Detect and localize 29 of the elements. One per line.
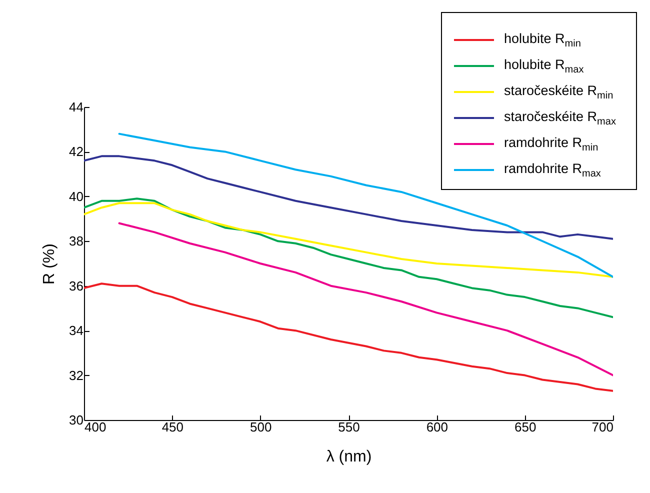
line-series xyxy=(118,132,613,278)
line-series xyxy=(84,202,613,278)
y-tick-label: 42 xyxy=(69,144,84,160)
y-tick-label: 44 xyxy=(69,100,84,114)
legend-label: ramdohrite R$_{min}$ xyxy=(504,134,598,154)
line-series xyxy=(84,282,613,392)
y-tick-label: 40 xyxy=(69,188,84,204)
x-tick-label: 500 xyxy=(250,420,272,434)
legend-label: holubite R$_{max}$ xyxy=(504,56,584,76)
legend-label: holubite R$_{min}$ xyxy=(504,30,581,50)
x-tick-label: 450 xyxy=(162,420,184,434)
x-axis-title: λ (nm) xyxy=(326,448,372,466)
line-series xyxy=(84,198,613,318)
y-tick-label: 32 xyxy=(69,368,84,383)
x-tick-label: 550 xyxy=(338,420,360,434)
legend-label: staročeskéite R$_{max}$ xyxy=(504,108,616,128)
x-tick-label: 600 xyxy=(426,420,448,434)
y-tick-label: 34 xyxy=(69,323,84,338)
x-tick-label: 700 xyxy=(592,420,614,434)
x-tick-label: 650 xyxy=(514,420,536,434)
y-tick-label: 30 xyxy=(69,412,84,428)
legend-label: ramdohrite R$_{max}$ xyxy=(504,160,601,180)
y-tick-label: 38 xyxy=(69,234,84,249)
y-axis-title: R (%) xyxy=(41,244,58,284)
line-series xyxy=(84,155,613,240)
y-tick-label: 36 xyxy=(69,278,84,294)
line-series xyxy=(118,222,613,376)
x-tick-label: 400 xyxy=(84,420,106,434)
legend-label: staročeskéite R$_{min}$ xyxy=(504,82,614,102)
